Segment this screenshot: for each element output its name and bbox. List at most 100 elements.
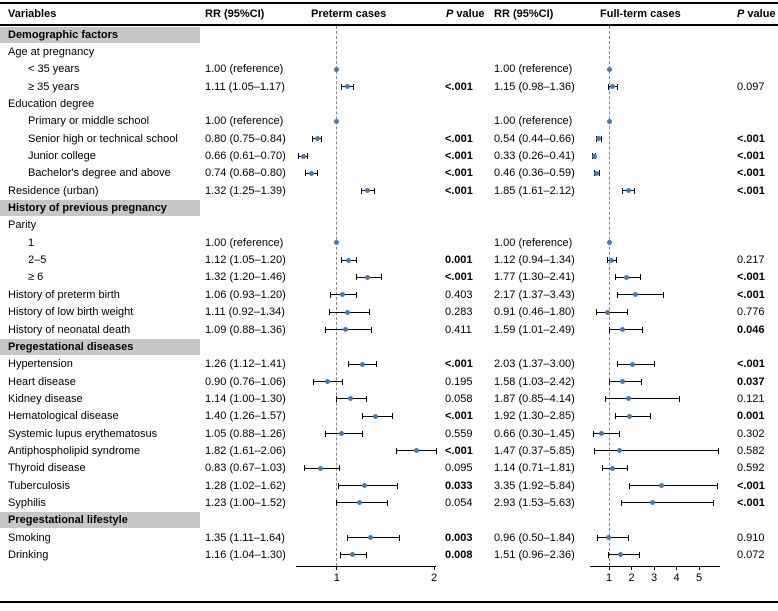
table-row: 2–5 1.12 (1.05–1.20) 0.001 1.12 (0.94–1.34)… [0, 251, 778, 268]
ci-cap [336, 499, 338, 506]
ci-cap [592, 430, 594, 437]
ci-cap [298, 153, 300, 160]
estimate-dot [619, 379, 625, 385]
rr-fullterm-value: 2.03 (1.37–3.00) [494, 358, 575, 371]
estimate-dot [605, 535, 611, 541]
ci-cap [663, 291, 665, 298]
table-row: Hypertension 1.26 (1.12–1.41) <.001 2.03 (1… [0, 356, 778, 373]
variable-label: ≥ 35 years [28, 80, 80, 93]
table-row: Education degree [0, 95, 778, 112]
pvalue-fullterm-value: 0.592 [737, 462, 765, 475]
table-row: Smoking 1.35 (1.11–1.64) 0.003 0.96 (0.50–1… [0, 529, 778, 546]
ci-cap [712, 499, 714, 506]
rr-preterm-value: 1.40 (1.26–1.57) [205, 410, 286, 423]
estimate-dot [343, 327, 349, 333]
variable-label: Tuberculosis [8, 479, 70, 492]
rr-preterm-value: 1.82 (1.61–2.06) [205, 444, 286, 457]
section-row: Pregestational lifestyle [0, 512, 778, 529]
rr-fullterm-value: 1.58 (1.03–2.42) [494, 375, 575, 388]
ci-cap [336, 395, 338, 402]
ci-cap [640, 274, 642, 281]
estimate-dot [598, 431, 604, 437]
ci-cap [386, 499, 388, 506]
rr-fullterm-value: 1.00 (reference) [494, 236, 573, 249]
rr-preterm-value: 0.83 (0.67–1.03) [205, 462, 286, 475]
ci-cap [615, 413, 617, 420]
ci-cap [347, 534, 349, 541]
pvalue-fullterm-value: 0.001 [737, 410, 765, 423]
rr-fullterm-value: 1.15 (0.98–1.36) [494, 80, 575, 93]
rr-fullterm-value: 1.87 (0.85–4.14) [494, 392, 575, 405]
rr-fullterm-value: 1.47 (0.37–5.85) [494, 444, 575, 457]
variable-label: History of preterm birth [8, 288, 120, 301]
table-row: Thyroid disease 0.83 (0.67–1.03) 0.095 1.14… [0, 460, 778, 477]
table-row: Kidney disease 1.14 (1.00–1.30) 0.058 1.87 … [0, 390, 778, 407]
ci-cap [627, 534, 629, 541]
pvalue-preterm-value: <.001 [445, 444, 473, 457]
rr-fullterm-value: 1.14 (0.71–1.81) [494, 462, 575, 475]
axis-line [296, 566, 436, 567]
rr-fullterm-value: 1.77 (1.30–2.41) [494, 271, 575, 284]
estimate-dot [340, 292, 346, 298]
axis-tick [608, 566, 610, 570]
estimate-dot [349, 552, 355, 558]
variable-label: < 35 years [28, 63, 80, 76]
ci-line [594, 450, 719, 452]
ci-cap [352, 83, 354, 90]
ci-line [336, 502, 388, 504]
table-row: Residence (urban) 1.32 (1.25–1.39) <.001 1.… [0, 182, 778, 199]
rr-fullterm-value: 0.66 (0.30–1.45) [494, 427, 575, 440]
estimate-dot [347, 396, 353, 402]
ci-line [347, 537, 400, 539]
rr-preterm-value: 0.74 (0.68–0.80) [205, 167, 286, 180]
table-row: 1 1.00 (reference) 1.00 (reference) [0, 234, 778, 251]
ci-cap [608, 326, 610, 333]
estimate-dot [596, 136, 602, 142]
estimate-dot [626, 396, 632, 402]
ci-cap [355, 257, 357, 264]
rr-fullterm-value: 2.17 (1.37–3.43) [494, 288, 575, 301]
table-row: Tuberculosis 1.28 (1.02–1.62) 0.033 3.35 (1… [0, 477, 778, 494]
rr-preterm-value: 1.05 (0.88–1.26) [205, 427, 286, 440]
rr-fullterm-value: 1.00 (reference) [494, 115, 573, 128]
estimate-dot [317, 465, 323, 471]
ci-cap [622, 187, 624, 194]
col-header-fullterm-cases: Full-term cases [600, 7, 681, 20]
variable-label: Thyroid disease [8, 462, 86, 475]
pvalue-fullterm-value: 0.302 [737, 427, 765, 440]
table-row: < 35 years 1.00 (reference) 1.00 (referenc… [0, 61, 778, 78]
estimate-dot [594, 170, 600, 176]
rr-preterm-value: 1.16 (1.04–1.30) [205, 548, 286, 561]
variable-label: Hypertension [8, 358, 73, 371]
rr-preterm-value: 1.28 (1.02–1.62) [205, 479, 286, 492]
rr-preterm-value: 1.00 (reference) [205, 236, 284, 249]
variable-label: Kidney disease [8, 392, 83, 405]
pvalue-fullterm-value: <.001 [737, 167, 765, 180]
section-band [0, 512, 200, 529]
estimate-dot [606, 66, 612, 72]
ci-cap [360, 187, 362, 194]
axis-tick [433, 566, 435, 570]
pvalue-fullterm-value: <.001 [737, 479, 765, 492]
rr-fullterm-value: 0.91 (0.46–1.80) [494, 306, 575, 319]
variable-label: 2–5 [28, 254, 47, 267]
estimate-dot [314, 136, 320, 142]
axis-line [590, 566, 720, 567]
ci-cap [616, 257, 618, 264]
rr-preterm-value: 1.11 (1.05–1.17) [205, 80, 285, 93]
pvalue-preterm-value: 0.058 [445, 392, 473, 405]
estimate-dot [346, 257, 351, 263]
variable-label: Bachelor's degree and above [28, 167, 171, 180]
ci-cap [313, 378, 314, 385]
table-row: Syphilis 1.23 (1.00–1.52) 0.054 2.93 (1.53–… [0, 494, 778, 511]
estimate-dot [359, 361, 365, 367]
table-body: Demographic factors Age at pregnancy < 35 … [0, 26, 778, 564]
rr-preterm-value: 1.06 (0.93–1.20) [205, 288, 286, 301]
bottom-rule [0, 601, 778, 603]
estimate-dot [629, 361, 635, 367]
pvalue-preterm-value: <.001 [445, 410, 473, 423]
rr-fullterm-value: 2.93 (1.53–5.63) [494, 496, 575, 509]
table-row: Age at pregnancy [0, 43, 778, 60]
variable-label: Pregestational diseases [8, 340, 134, 353]
